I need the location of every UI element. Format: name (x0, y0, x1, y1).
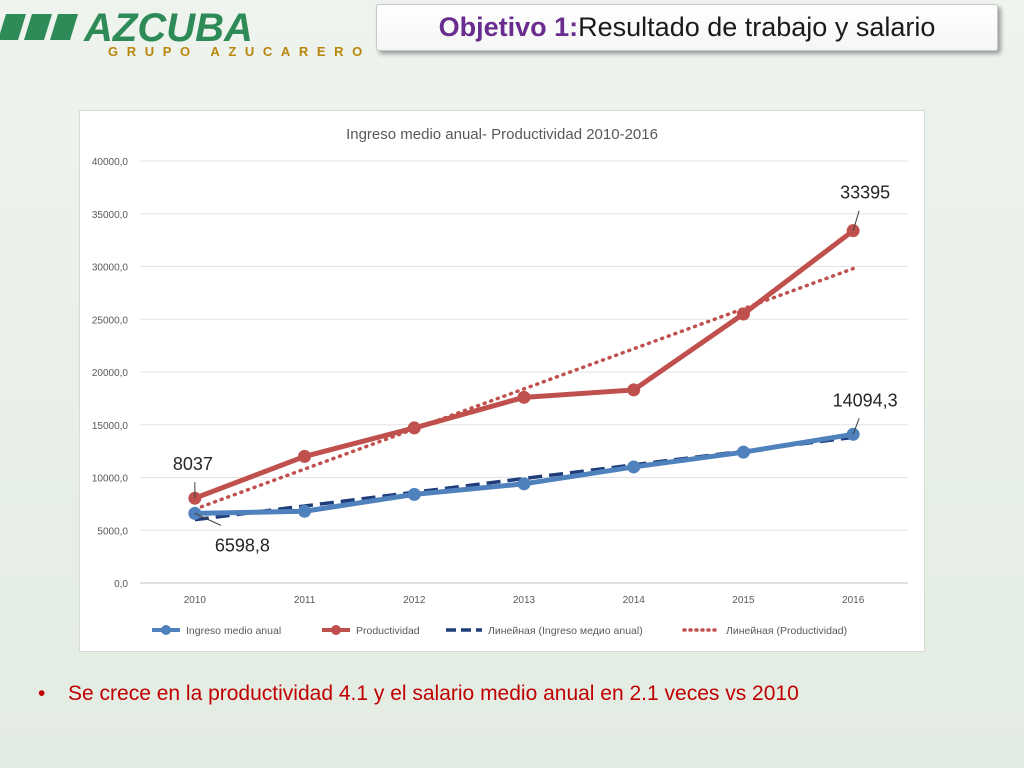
x-tick-label: 2016 (842, 595, 865, 606)
data-label: 33395 (840, 183, 890, 203)
legend-label: Productividad (356, 625, 420, 637)
bullet-text: Se crece en la productividad 4.1 y el sa… (68, 682, 799, 705)
legend-label: Ingreso medio anual (186, 625, 281, 637)
logo-brand: AZCUBA (83, 6, 253, 50)
y-tick-label: 35000,0 (92, 210, 129, 221)
chart-title: Ingreso medio anual- Productividad 2010-… (346, 126, 658, 143)
data-point-ingreso (627, 460, 641, 474)
line-chart: Ingreso medio anual- Productividad 2010-… (92, 126, 908, 637)
y-tick-label: 0,0 (114, 579, 128, 590)
data-point-ingreso (298, 504, 312, 518)
title-rest: Resultado de trabajo y salario (578, 12, 936, 42)
data-point-productividad (736, 307, 750, 321)
legend-marker (161, 625, 171, 635)
y-tick-label: 20000,0 (92, 368, 129, 379)
data-point-productividad (298, 449, 312, 463)
chart-container: Ingreso medio anual- Productividad 2010-… (79, 110, 925, 652)
x-tick-label: 2012 (403, 595, 426, 606)
x-tick-label: 2015 (732, 595, 755, 606)
data-point-ingreso (407, 487, 421, 501)
slide-title: Objetivo 1: Resultado de trabajo y salari… (376, 4, 998, 51)
logo-subtitle: GRUPO AZUCARERO (108, 44, 371, 58)
data-point-productividad (627, 383, 641, 397)
legend-label: Линейная (Ingreso медио anual) (488, 625, 643, 637)
data-point-ingreso (736, 445, 750, 459)
azcuba-logo: AZCUBA GRUPO AZUCARERO (0, 6, 372, 58)
y-tick-label: 15000,0 (92, 421, 129, 432)
data-point-ingreso (517, 477, 531, 491)
y-tick-label: 10000,0 (92, 474, 129, 485)
data-point-productividad (407, 421, 421, 435)
leader-line (852, 418, 860, 435)
y-tick-label: 5000,0 (97, 526, 128, 537)
y-tick-label: 40000,0 (92, 157, 129, 168)
leader-line (194, 512, 222, 526)
y-tick-label: 25000,0 (92, 315, 129, 326)
x-tick-label: 2013 (513, 595, 536, 606)
data-label: 6598,8 (215, 535, 270, 555)
x-tick-label: 2011 (294, 595, 316, 606)
data-point-productividad (517, 390, 531, 404)
y-tick-label: 30000,0 (92, 263, 129, 274)
x-tick-label: 2014 (623, 595, 646, 606)
series-line-productividad (193, 228, 855, 501)
legend-marker (331, 625, 341, 635)
data-label: 8037 (173, 454, 213, 474)
x-tick-label: 2010 (184, 595, 207, 606)
bullet-marker: • (38, 682, 46, 705)
legend-label: Линейная (Productividad) (726, 625, 847, 637)
leader-line (852, 210, 860, 231)
data-label: 14094,3 (833, 390, 898, 410)
trendline-productividad (193, 266, 855, 511)
title-highlight: Objetivo 1: (438, 12, 579, 42)
azcuba-logo-graphic: AZCUBA GRUPO AZUCARERO (0, 6, 371, 58)
summary-bullet: • Se crece en la productividad 4.1 y el s… (38, 682, 998, 706)
